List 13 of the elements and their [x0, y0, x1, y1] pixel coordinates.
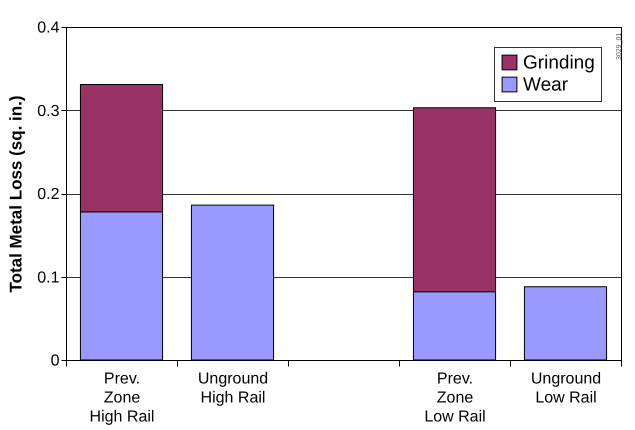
y-tick-label: 0.3	[37, 102, 60, 120]
x-tick-label: Unground Low Rail	[530, 370, 602, 406]
y-tick-label: 0.1	[37, 269, 60, 286]
x-tick-label: Prev. Zone Low Rail	[424, 370, 486, 426]
x-tick-label: Unground High Rail	[198, 370, 268, 406]
x-tick-label: Prev. Zone High Rail	[90, 370, 154, 426]
y-tick-label: 0.2	[37, 186, 60, 203]
y-tick-label: 0.4	[37, 20, 60, 36]
legend-label: Grinding	[523, 52, 595, 74]
legend-label: Wear	[523, 74, 569, 96]
bar	[524, 286, 608, 360]
y-tick-label: 0	[50, 352, 60, 370]
y-axis-title: Total Metal Loss (sq. in.)	[6, 95, 26, 293]
